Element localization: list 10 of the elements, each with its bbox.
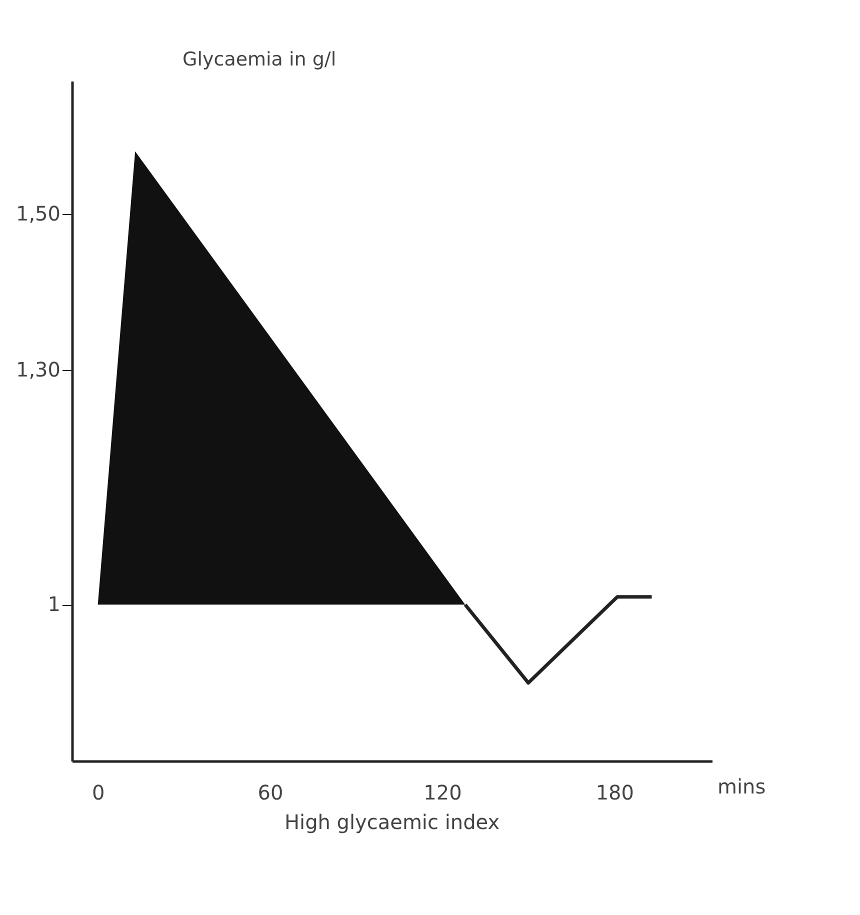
x-tick-label: 0 (92, 780, 105, 804)
y-tick-label: 1,50 (16, 201, 60, 226)
y-axis-title: Glycaemia in g/l (182, 48, 336, 70)
x-tick-label: 120 (424, 780, 462, 804)
y-tick-label: 1 (48, 592, 60, 616)
text: High glycaemic index (284, 810, 500, 834)
y-tick-label: 1,30 (16, 358, 60, 382)
x-tick-label: 180 (596, 780, 634, 804)
x-tick-label: 60 (258, 780, 284, 804)
x-axis-title: mins (718, 774, 766, 798)
